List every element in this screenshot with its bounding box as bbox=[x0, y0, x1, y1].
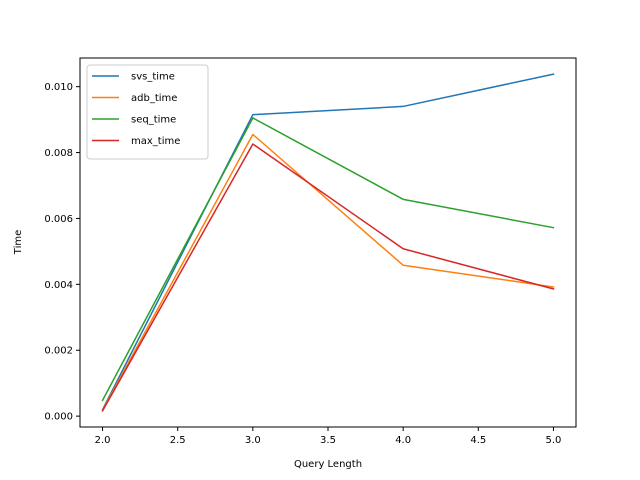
x-tick-label: 2.5 bbox=[170, 435, 186, 446]
series-line-seq-time bbox=[101, 117, 555, 402]
legend-label: max_time bbox=[131, 136, 180, 147]
legend-label: adb_time bbox=[131, 93, 177, 104]
y-tick-label: 0.004 bbox=[44, 280, 73, 291]
y-tick-label: 0.010 bbox=[44, 82, 73, 93]
series-layer bbox=[101, 73, 555, 412]
series-line-svs-time bbox=[101, 73, 555, 411]
legend-label: seq_time bbox=[131, 115, 176, 126]
x-tick-label: 3.5 bbox=[320, 435, 336, 446]
y-tick-label: 0.008 bbox=[44, 148, 73, 159]
legend-box bbox=[86, 64, 209, 160]
y-tick-label: 0.006 bbox=[44, 214, 73, 225]
x-axis-ticks: 2.0 2.5 3.0 3.5 4.0 4.5 5.0 bbox=[95, 427, 562, 446]
x-tick-label: 2.0 bbox=[95, 435, 111, 446]
y-axis-ticks: 0.000 0.002 0.004 0.006 0.008 0.010 bbox=[44, 82, 80, 423]
y-tick-label: 0.002 bbox=[44, 346, 73, 357]
series-line-max-time bbox=[101, 143, 555, 412]
legend: svs_time adb_time seq_time max_time bbox=[86, 64, 209, 160]
x-tick-label: 4.5 bbox=[470, 435, 486, 446]
x-axis-label: Query Length bbox=[294, 459, 362, 470]
x-tick-label: 4.0 bbox=[395, 435, 411, 446]
y-tick-label: 0.000 bbox=[44, 412, 73, 423]
series-line-adb-time bbox=[101, 133, 555, 412]
y-axis-label: Time bbox=[13, 230, 24, 255]
x-tick-label: 3.0 bbox=[245, 435, 261, 446]
legend-label: svs_time bbox=[131, 72, 175, 83]
x-tick-label: 5.0 bbox=[546, 435, 562, 446]
